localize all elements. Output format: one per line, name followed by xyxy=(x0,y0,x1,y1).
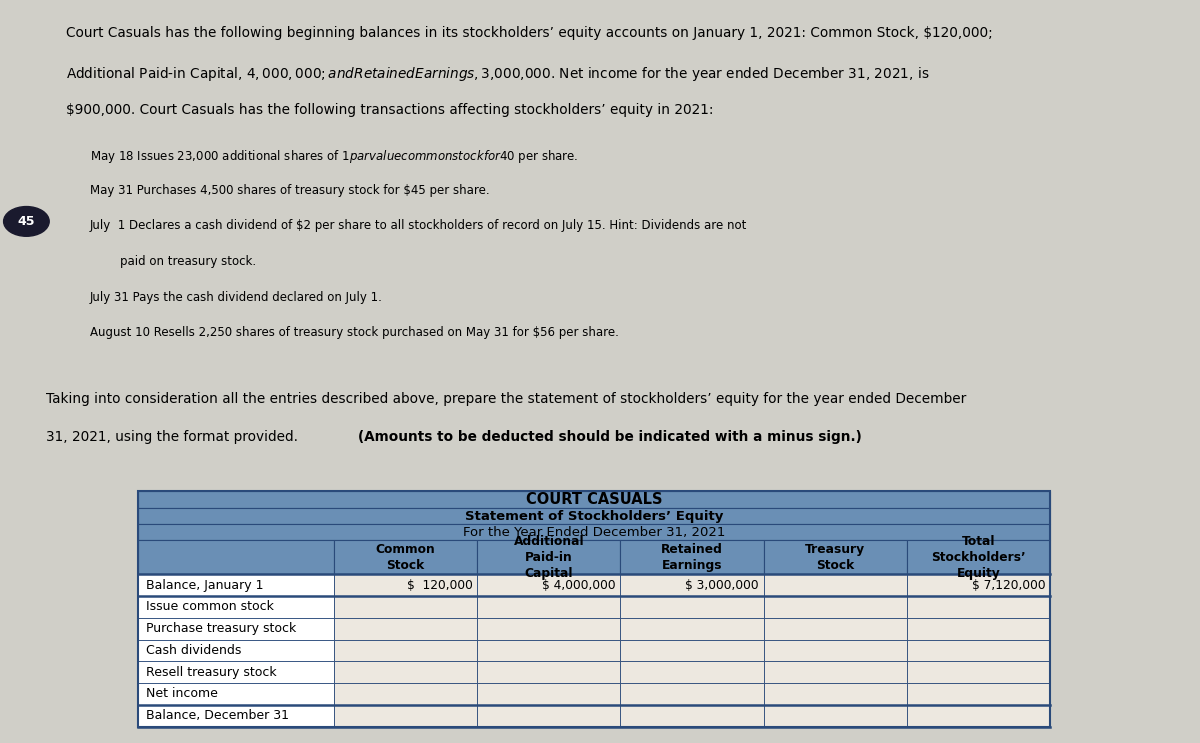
Bar xyxy=(763,617,907,640)
Bar xyxy=(478,617,620,640)
Text: Common
Stock: Common Stock xyxy=(376,542,436,571)
Text: $ 3,000,000: $ 3,000,000 xyxy=(685,579,758,591)
Text: $ 4,000,000: $ 4,000,000 xyxy=(542,579,616,591)
Text: 45: 45 xyxy=(18,215,35,228)
Text: 31, 2021, using the format provided.: 31, 2021, using the format provided. xyxy=(46,430,302,444)
Text: Issue common stock: Issue common stock xyxy=(146,600,275,613)
Bar xyxy=(138,596,334,617)
Bar xyxy=(907,540,1050,574)
Text: $ 7,120,000: $ 7,120,000 xyxy=(972,579,1045,591)
Text: For the Year Ended December 31, 2021: For the Year Ended December 31, 2021 xyxy=(463,526,725,539)
Bar xyxy=(907,683,1050,705)
Bar xyxy=(763,683,907,705)
Bar xyxy=(907,705,1050,727)
Text: Taking into consideration all the entries described above, prepare the statement: Taking into consideration all the entrie… xyxy=(46,392,966,406)
Bar xyxy=(763,705,907,727)
Text: Resell treasury stock: Resell treasury stock xyxy=(146,666,277,678)
Bar xyxy=(138,540,334,574)
Text: Net income: Net income xyxy=(146,687,218,701)
Bar xyxy=(478,661,620,683)
Text: COURT CASUALS: COURT CASUALS xyxy=(526,493,662,507)
Bar xyxy=(138,683,334,705)
Bar xyxy=(907,574,1050,596)
Bar xyxy=(138,617,334,640)
Text: May 31 Purchases 4,500 shares of treasury stock for $45 per share.: May 31 Purchases 4,500 shares of treasur… xyxy=(90,184,490,196)
Bar xyxy=(907,661,1050,683)
Bar xyxy=(478,596,620,617)
Text: paid on treasury stock.: paid on treasury stock. xyxy=(90,255,256,267)
Bar xyxy=(334,574,478,596)
Bar xyxy=(763,596,907,617)
Text: July 31 Pays the cash dividend declared on July 1.: July 31 Pays the cash dividend declared … xyxy=(90,291,383,303)
Bar xyxy=(478,540,620,574)
Bar xyxy=(478,705,620,727)
Bar xyxy=(138,574,334,596)
Text: Retained
Earnings: Retained Earnings xyxy=(661,542,722,571)
Bar xyxy=(620,540,763,574)
Bar xyxy=(620,705,763,727)
Bar xyxy=(907,640,1050,661)
Bar xyxy=(620,683,763,705)
Text: $900,000. Court Casuals has the following transactions affecting stockholders’ e: $900,000. Court Casuals has the followin… xyxy=(66,103,714,117)
Bar xyxy=(763,540,907,574)
Bar xyxy=(334,596,478,617)
Bar xyxy=(907,617,1050,640)
Bar xyxy=(478,574,620,596)
Bar xyxy=(138,640,334,661)
Text: Purchase treasury stock: Purchase treasury stock xyxy=(146,622,296,635)
Bar xyxy=(620,640,763,661)
Text: Additional Paid-in Capital, $4,000,000; and Retained Earnings, $3,000,000. Net i: Additional Paid-in Capital, $4,000,000; … xyxy=(66,65,930,82)
Text: Treasury
Stock: Treasury Stock xyxy=(805,542,865,571)
Bar xyxy=(334,661,478,683)
Text: $  120,000: $ 120,000 xyxy=(407,579,473,591)
Text: Court Casuals has the following beginning balances in its stockholders’ equity a: Court Casuals has the following beginnin… xyxy=(66,26,992,40)
Bar xyxy=(138,525,1050,540)
Bar xyxy=(334,683,478,705)
Text: Balance, January 1: Balance, January 1 xyxy=(146,579,264,591)
Bar xyxy=(478,640,620,661)
Bar xyxy=(138,491,1050,508)
Bar xyxy=(334,640,478,661)
Bar xyxy=(138,705,334,727)
Bar xyxy=(334,705,478,727)
Text: Total
Stockholders’
Equity: Total Stockholders’ Equity xyxy=(931,535,1026,580)
Ellipse shape xyxy=(4,207,49,236)
Bar xyxy=(620,661,763,683)
Text: Additional
Paid-in
Capital: Additional Paid-in Capital xyxy=(514,535,584,580)
Bar xyxy=(763,661,907,683)
Text: May 18 Issues 23,000 additional shares of $1 par value common stock for $40 per : May 18 Issues 23,000 additional shares o… xyxy=(90,148,578,165)
Bar xyxy=(334,617,478,640)
Bar xyxy=(478,683,620,705)
Text: August 10 Resells 2,250 shares of treasury stock purchased on May 31 for $56 per: August 10 Resells 2,250 shares of treasu… xyxy=(90,326,619,339)
Bar xyxy=(334,540,478,574)
Bar xyxy=(138,508,1050,525)
Text: Cash dividends: Cash dividends xyxy=(146,644,241,657)
Bar xyxy=(620,574,763,596)
Bar xyxy=(138,661,334,683)
Bar xyxy=(620,617,763,640)
Bar xyxy=(907,596,1050,617)
Text: Balance, December 31: Balance, December 31 xyxy=(146,710,289,722)
Bar xyxy=(620,596,763,617)
Bar xyxy=(763,640,907,661)
Bar xyxy=(763,574,907,596)
Text: (Amounts to be deducted should be indicated with a minus sign.): (Amounts to be deducted should be indica… xyxy=(358,430,862,444)
Text: July  1 Declares a cash dividend of $2 per share to all stockholders of record o: July 1 Declares a cash dividend of $2 pe… xyxy=(90,219,748,232)
Text: Statement of Stockholders’ Equity: Statement of Stockholders’ Equity xyxy=(464,510,724,523)
